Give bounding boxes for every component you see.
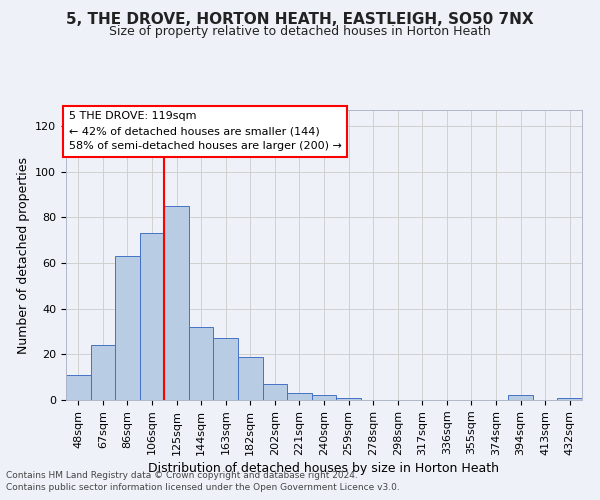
Text: 5, THE DROVE, HORTON HEATH, EASTLEIGH, SO50 7NX: 5, THE DROVE, HORTON HEATH, EASTLEIGH, S… xyxy=(66,12,534,28)
Bar xyxy=(140,234,164,400)
Bar xyxy=(238,356,263,400)
Text: 5 THE DROVE: 119sqm
← 42% of detached houses are smaller (144)
58% of semi-detac: 5 THE DROVE: 119sqm ← 42% of detached ho… xyxy=(68,112,341,151)
Text: Contains public sector information licensed under the Open Government Licence v3: Contains public sector information licen… xyxy=(6,484,400,492)
Bar xyxy=(508,396,533,400)
Bar xyxy=(214,338,238,400)
Text: Size of property relative to detached houses in Horton Heath: Size of property relative to detached ho… xyxy=(109,25,491,38)
Bar xyxy=(189,327,214,400)
Text: Contains HM Land Registry data © Crown copyright and database right 2024.: Contains HM Land Registry data © Crown c… xyxy=(6,471,358,480)
Bar xyxy=(115,256,140,400)
Bar xyxy=(336,398,361,400)
Bar xyxy=(164,206,189,400)
Bar xyxy=(91,345,115,400)
Bar xyxy=(263,384,287,400)
X-axis label: Distribution of detached houses by size in Horton Heath: Distribution of detached houses by size … xyxy=(149,462,499,475)
Bar xyxy=(557,398,582,400)
Bar xyxy=(312,396,336,400)
Bar xyxy=(66,375,91,400)
Y-axis label: Number of detached properties: Number of detached properties xyxy=(17,156,29,354)
Bar xyxy=(287,393,312,400)
